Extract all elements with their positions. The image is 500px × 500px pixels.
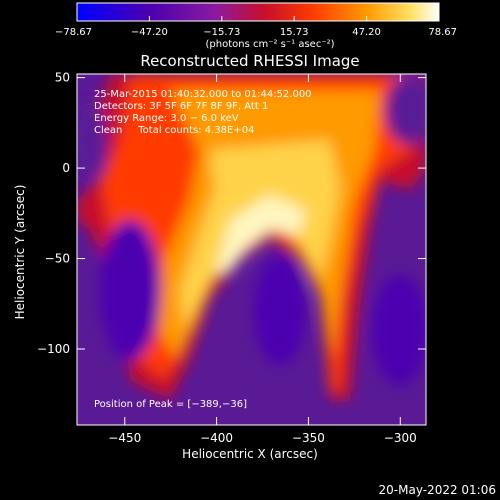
colorbar-tick-label: 78.67 <box>428 27 457 38</box>
x-axis-label: Heliocentric X (arcsec) <box>182 447 318 461</box>
y-axis: 50 0 −50 −100 <box>37 71 426 356</box>
annotation-detectors: Detectors: 3F 5F 6F 7F 8F 9F, Att 1 <box>94 101 268 112</box>
y-axis-label: Heliocentric Y (arcsec) <box>13 185 27 320</box>
chart-title: Reconstructed RHESSI Image <box>140 52 359 70</box>
y-tick-label: 0 <box>62 161 70 175</box>
colorbar-tick-label: 15.73 <box>280 27 309 38</box>
colorbar-tick-label: −78.67 <box>55 27 92 38</box>
annotation-peak-position: Position of Peak = [−389,−36] <box>94 399 247 410</box>
annotation-energy: Energy Range: 3.0 − 6.0 keV <box>94 113 239 124</box>
colorbar-tick-label: −15.73 <box>203 27 240 38</box>
x-axis: −450 −400 −350 −300 <box>108 74 417 445</box>
colorbar-units: (photons cm⁻² s⁻¹ asec⁻²) <box>205 39 334 50</box>
colorbar: −78.67 −47.20 −15.73 15.73 47.20 78.67 (photo… <box>55 2 457 50</box>
annotation-time-range: 25-Mar-2015 01:40:32.000 to 01:44:52.000 <box>94 89 312 100</box>
y-tick-label: −50 <box>45 252 70 266</box>
y-tick-label: −100 <box>37 342 70 356</box>
footer-timestamp: 20-May-2022 01:06 <box>379 483 496 497</box>
x-tick-label: −300 <box>384 431 417 445</box>
colorbar-tick-label: 47.20 <box>352 27 381 38</box>
x-tick-label: −400 <box>200 431 233 445</box>
annotations: 25-Mar-2015 01:40:32.000 to 01:44:52.000… <box>94 89 312 410</box>
plot-frame <box>76 73 427 426</box>
x-tick-label: −450 <box>108 431 141 445</box>
heatmap-image <box>77 74 426 425</box>
colorbar-gradient <box>76 2 440 22</box>
annotation-clean-counts: Clean Total counts: 4.38E+04 <box>94 125 254 136</box>
colorbar-tick-label: −47.20 <box>131 27 168 38</box>
y-tick-label: 50 <box>55 71 70 85</box>
x-tick-label: −350 <box>292 431 325 445</box>
